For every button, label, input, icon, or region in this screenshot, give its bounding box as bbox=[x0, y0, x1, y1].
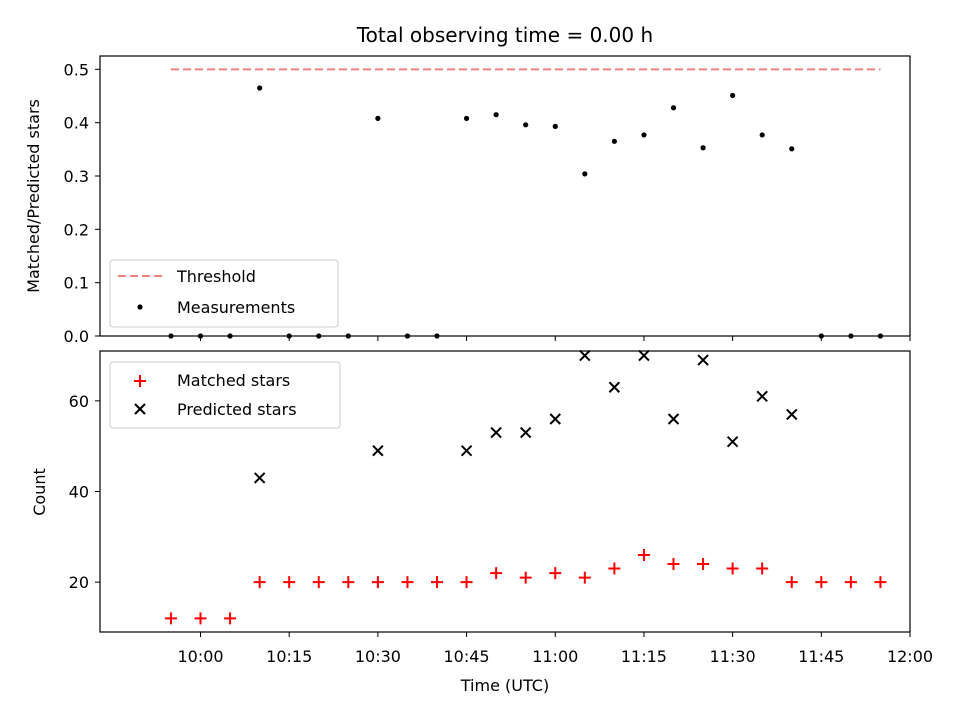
legend-measurements-swatch bbox=[137, 304, 143, 310]
x-tick-label: 10:45 bbox=[444, 647, 490, 666]
legend-predicted-label: Predicted stars bbox=[177, 400, 297, 419]
matched-star-point bbox=[283, 576, 296, 589]
predicted-star-point bbox=[460, 445, 473, 457]
top-legend: Threshold Measurements bbox=[109, 259, 339, 328]
bottom-y-tick-label: 20 bbox=[69, 573, 89, 592]
matched-star-point bbox=[194, 612, 207, 625]
bottom-y-axis-label: Count bbox=[30, 468, 49, 516]
top-y-axis-label: Matched/Predicted stars bbox=[24, 99, 43, 293]
x-tick-label: 11:45 bbox=[798, 647, 844, 666]
top-y-tick-label: 0.0 bbox=[64, 327, 89, 346]
matched-star-point bbox=[164, 612, 177, 625]
measurement-point bbox=[789, 146, 795, 152]
x-tick-label: 11:30 bbox=[710, 647, 756, 666]
predicted-star-point bbox=[608, 381, 621, 393]
measurement-point bbox=[493, 112, 499, 118]
matched-star-point bbox=[342, 576, 355, 589]
matched-star-point bbox=[312, 576, 325, 589]
top-y-tick-label: 0.2 bbox=[64, 220, 89, 239]
legend-threshold-label: Threshold bbox=[176, 267, 256, 286]
x-axis-label: Time (UTC) bbox=[460, 676, 549, 695]
bottom-axes-frame bbox=[99, 350, 911, 633]
measurement-point bbox=[257, 85, 263, 91]
bottom-y-tick-label: 40 bbox=[69, 483, 89, 502]
predicted-star-point bbox=[667, 413, 680, 425]
matched-star-point bbox=[519, 571, 532, 584]
bottom-y-tick-label: 60 bbox=[69, 392, 89, 411]
matched-star-point bbox=[756, 562, 769, 575]
matched-star-point bbox=[667, 558, 680, 571]
legend-matched-label: Matched stars bbox=[177, 371, 290, 390]
matched-star-point bbox=[785, 576, 798, 589]
matched-star-point bbox=[224, 612, 237, 625]
predicted-star-point bbox=[579, 349, 591, 362]
bottom-legend: Matched stars Predicted stars bbox=[109, 361, 341, 429]
x-tick-label: 10:30 bbox=[355, 647, 401, 666]
predicted-star-point bbox=[519, 426, 532, 439]
predicted-star-point bbox=[726, 435, 739, 448]
matched-star-point bbox=[578, 571, 591, 584]
measurement-point bbox=[641, 132, 647, 138]
x-tick-label: 11:00 bbox=[532, 647, 578, 666]
measurement-point bbox=[463, 115, 470, 121]
measurement-point bbox=[730, 92, 736, 99]
legend-matched-swatch bbox=[134, 375, 146, 387]
measurement-point bbox=[759, 132, 765, 138]
top-y-tick-label: 0.5 bbox=[64, 60, 89, 79]
matched-star-point bbox=[844, 576, 857, 589]
top-legend-box bbox=[109, 259, 339, 328]
legend-predicted-swatch bbox=[134, 403, 146, 415]
x-tick-label: 10:00 bbox=[177, 647, 223, 666]
predicted-star-point bbox=[372, 445, 384, 457]
matched-star-point bbox=[697, 558, 710, 571]
measurement-point bbox=[523, 122, 529, 128]
predicted-star-point bbox=[253, 472, 266, 484]
measurement-point bbox=[582, 171, 588, 177]
x-tick-label: 11:15 bbox=[621, 647, 667, 666]
matched-star-point bbox=[253, 576, 266, 589]
top-y-tick-label: 0.3 bbox=[64, 167, 89, 186]
predicted-star-point bbox=[638, 349, 650, 362]
x-tick-label: 12:00 bbox=[887, 647, 933, 666]
predicted-star-point bbox=[756, 390, 768, 403]
chart-title: Total observing time = 0.00 h bbox=[356, 23, 653, 47]
measurement-point bbox=[611, 138, 617, 144]
matched-star-point bbox=[401, 576, 414, 589]
matched-star-point bbox=[431, 576, 444, 589]
matched-star-point bbox=[874, 576, 887, 589]
legend-measurements-label: Measurements bbox=[177, 298, 295, 317]
measurement-point bbox=[375, 115, 381, 121]
measurement-point bbox=[700, 145, 706, 151]
measurement-point bbox=[552, 123, 558, 129]
x-tick-label: 10:15 bbox=[266, 647, 312, 666]
predicted-star-point bbox=[786, 408, 798, 421]
matched-star-point bbox=[460, 576, 473, 589]
matched-star-point bbox=[726, 562, 739, 575]
top-y-tick-label: 0.1 bbox=[64, 274, 89, 293]
matched-star-point bbox=[371, 576, 384, 589]
matched-star-point bbox=[637, 548, 650, 561]
bottom-legend-box bbox=[109, 361, 341, 429]
predicted-star-point bbox=[549, 413, 561, 425]
predicted-star-point bbox=[490, 426, 502, 439]
matched-star-point bbox=[815, 576, 828, 589]
top-y-tick-label: 0.4 bbox=[64, 114, 89, 133]
matched-star-point bbox=[490, 567, 503, 580]
top-plot-area: 0.0 0.1 0.2 0.3 0.4 0.5 bbox=[64, 60, 911, 346]
predicted-star-point bbox=[697, 354, 709, 366]
bottom-plot-area: 20 40 60 10:00 10:15 10:30 10:45 11:00 11:15 11:3… bbox=[69, 349, 933, 666]
matched-star-point bbox=[608, 562, 621, 575]
measurement-point bbox=[670, 105, 677, 111]
matched-star-point bbox=[549, 567, 562, 580]
top-axes-frame bbox=[99, 55, 911, 337]
